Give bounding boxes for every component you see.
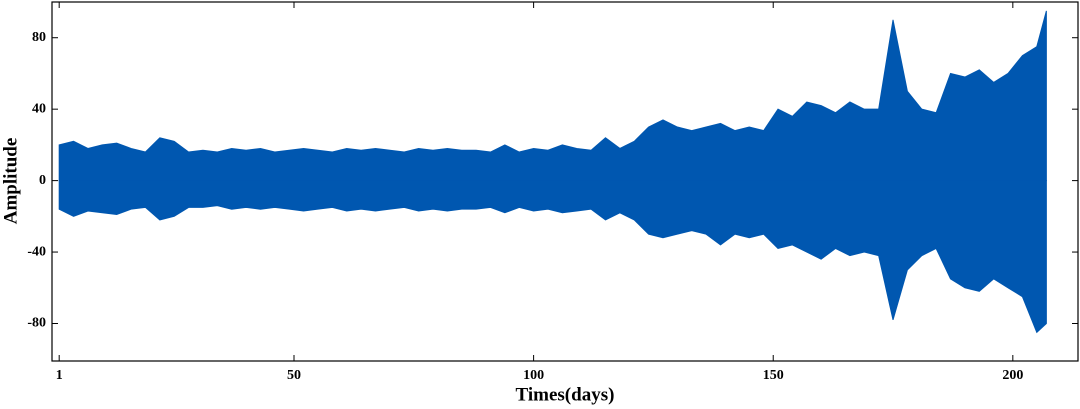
upper-envelope: [58, 10, 1047, 182]
plot-frame: [51, 1, 1079, 362]
x-axis-label: Times(days): [516, 384, 615, 405]
x-tick-label: 50: [287, 368, 301, 383]
x-tick-label: 200: [1002, 368, 1023, 383]
y-axis-label: Amplitude: [0, 138, 21, 225]
y-tick-label: -40: [27, 244, 46, 259]
y-tick-label: 0: [39, 173, 46, 188]
y-tick-label: -80: [27, 316, 46, 331]
x-tick-label: 1: [56, 368, 63, 383]
y-tick-label: 80: [32, 30, 46, 45]
x-tick-label: 100: [523, 368, 544, 383]
lower-envelope: [58, 180, 1047, 334]
x-tick-label: 150: [763, 368, 784, 383]
y-tick-label: 40: [32, 101, 46, 116]
